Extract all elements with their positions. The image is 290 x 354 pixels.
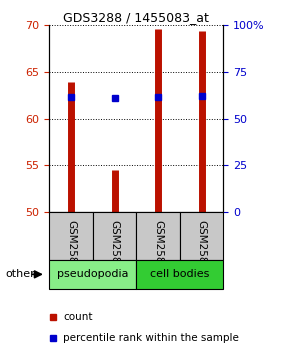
Bar: [136, 260, 223, 289]
Bar: [49, 212, 93, 260]
Bar: [93, 212, 136, 260]
Title: GDS3288 / 1455083_at: GDS3288 / 1455083_at: [63, 11, 209, 24]
Text: percentile rank within the sample: percentile rank within the sample: [63, 332, 239, 343]
Text: GSM258092: GSM258092: [110, 219, 119, 283]
Text: pseudopodia: pseudopodia: [57, 269, 128, 279]
Bar: [49, 260, 136, 289]
Text: cell bodies: cell bodies: [150, 269, 209, 279]
Text: GSM258090: GSM258090: [66, 219, 76, 283]
Text: GSM258091: GSM258091: [153, 219, 163, 283]
Bar: [136, 212, 180, 260]
Text: GSM258093: GSM258093: [197, 219, 206, 283]
Bar: [180, 212, 223, 260]
Text: count: count: [63, 312, 93, 322]
Text: other: other: [6, 269, 36, 279]
